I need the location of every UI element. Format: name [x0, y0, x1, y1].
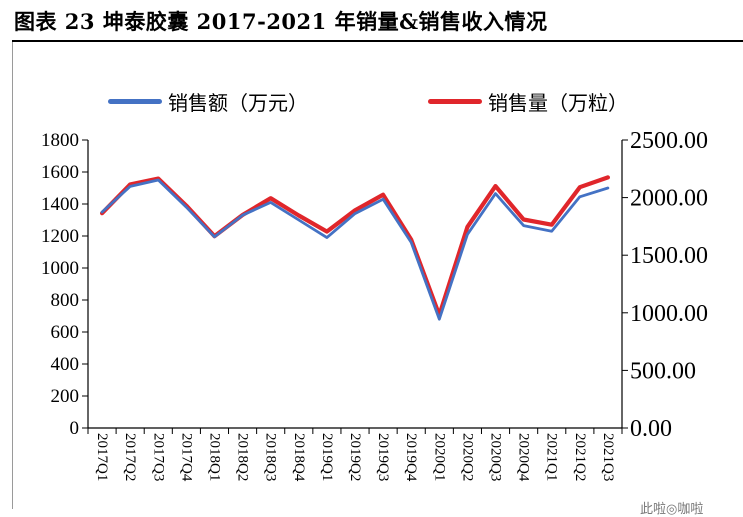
x-tick-label: 2018Q4: [291, 433, 307, 482]
legend-label-sales-revenue: 销售额（万元）: [168, 90, 308, 115]
y-right-tick-label: 1500.00: [630, 243, 708, 269]
x-tick-label: 2021Q3: [600, 433, 616, 481]
y-left-tick-label: 600: [51, 322, 80, 343]
y-left-tick-label: 800: [51, 290, 80, 311]
title-divider: [12, 40, 743, 42]
legend-item-sales-revenue: 销售额（万元）: [108, 86, 308, 116]
x-tick-label: 2019Q4: [403, 433, 419, 482]
y-left-tick-label: 1200: [41, 226, 79, 247]
x-tick-label: 2017Q4: [178, 433, 194, 482]
y-right-tick-label: 1000.00: [630, 301, 708, 327]
x-tick-label: 2020Q3: [488, 433, 504, 481]
y-right-tick-label: 0.00: [630, 416, 672, 442]
y-left-tick-label: 400: [51, 354, 80, 375]
x-tick-label: 2020Q1: [431, 433, 447, 481]
left-border: [12, 42, 13, 509]
x-tick-label: 2018Q3: [263, 433, 279, 481]
y-left-tick-label: 1600: [41, 162, 79, 183]
y-right-tick-label: 2500.00: [630, 128, 708, 154]
legend-swatch-sales-revenue: [108, 98, 162, 104]
source-note: 此啦◎咖啦: [640, 502, 704, 517]
x-tick-label: 2018Q1: [206, 433, 222, 481]
y-right-tick-label: 2000.00: [630, 186, 708, 212]
x-tick-label: 2020Q2: [459, 433, 475, 481]
x-tick-label: 2019Q1: [319, 433, 335, 481]
figure-title: 图表 23 坤泰胶囊 2017-2021 年销量&销售收入情况: [14, 9, 548, 34]
y-left-tick-label: 1000: [41, 258, 79, 279]
legend-swatch-sales-volume: [428, 98, 482, 104]
x-tick-label: 2019Q2: [347, 433, 363, 481]
x-tick-label: 2017Q1: [94, 433, 110, 481]
y-right-tick-label: 500.00: [630, 358, 696, 384]
y-left-tick-label: 1400: [41, 194, 79, 215]
x-tick-label: 2020Q4: [516, 433, 532, 482]
x-tick-label: 2021Q2: [572, 433, 588, 481]
legend-item-sales-volume: 销售量（万粒）: [428, 86, 628, 116]
x-tick-label: 2017Q2: [122, 433, 138, 481]
legend-label-sales-volume: 销售量（万粒）: [488, 90, 628, 115]
y-left-tick-label: 0: [70, 418, 80, 439]
series-line-sales-revenue: [100, 178, 610, 321]
x-tick-label: 2021Q1: [544, 433, 560, 481]
y-left-tick-label: 1800: [41, 130, 79, 151]
x-tick-label: 2017Q3: [150, 433, 166, 481]
y-left-tick-label: 200: [51, 386, 80, 407]
x-tick-label: 2018Q2: [235, 433, 251, 481]
x-tick-label: 2019Q3: [375, 433, 391, 481]
